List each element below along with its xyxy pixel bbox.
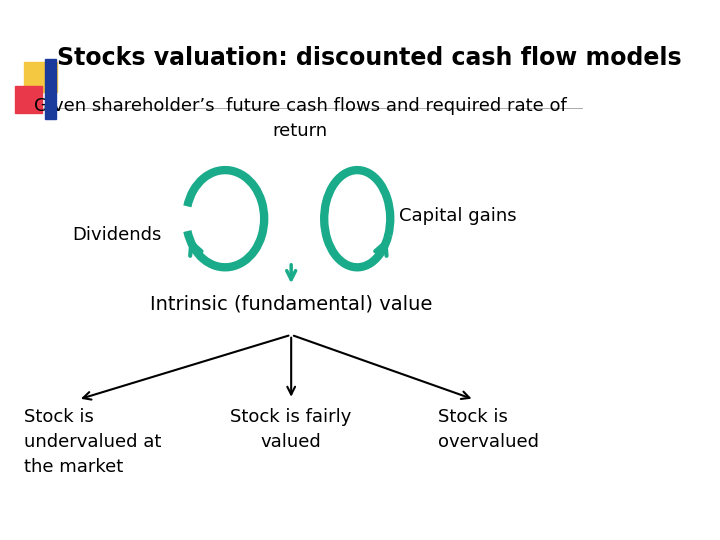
Text: Stock is
overvalued: Stock is overvalued xyxy=(438,408,539,451)
Text: Capital gains: Capital gains xyxy=(400,207,517,225)
Bar xyxy=(24,62,57,92)
Text: Stocks valuation: discounted cash flow models: Stocks valuation: discounted cash flow m… xyxy=(57,46,682,70)
Text: return: return xyxy=(273,122,328,139)
Text: Given shareholder’s  future cash flows and required rate of: Given shareholder’s future cash flows an… xyxy=(34,97,567,115)
Text: Stock is fairly
valued: Stock is fairly valued xyxy=(230,408,352,451)
Bar xyxy=(45,59,56,119)
Bar xyxy=(15,86,42,113)
Text: Stock is
undervalued at
the market: Stock is undervalued at the market xyxy=(24,408,161,476)
Text: Dividends: Dividends xyxy=(73,226,162,244)
Text: Intrinsic (fundamental) value: Intrinsic (fundamental) value xyxy=(150,294,433,313)
